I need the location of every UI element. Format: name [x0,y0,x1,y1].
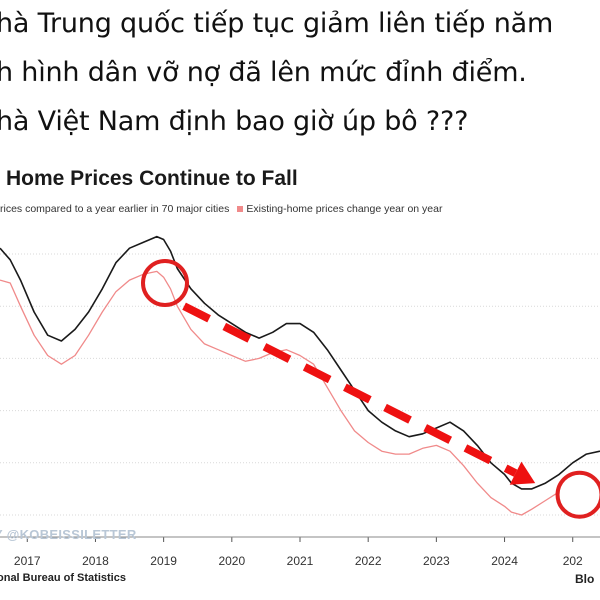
post-caption: hà Trung quốc tiếp tục giảm liên tiếp nă… [0,0,600,160]
series-line-0 [0,235,600,490]
caption-line-2: h hình dân vỡ nợ đã lên mức đỉnh điểm. [0,57,527,88]
x-tick-label-1: 2018 [82,554,109,568]
brand-label: Blo [575,572,595,586]
x-tick-label-5: 2022 [355,554,382,568]
source-label: onal Bureau of Statistics [0,572,126,584]
legend-swatch-existing-home [237,206,244,213]
x-tick-label-3: 2020 [218,554,245,568]
caption-line-3: hà Việt Nam định bao giờ úp bô ??? [0,106,469,137]
highlight-circle-1 [555,470,600,519]
legend-entry-70-cities: rices compared to a year earlier in 70 m… [0,203,230,215]
caption-line-1: hà Trung quốc tiếp tục giảm liên tiếp nă… [0,8,554,39]
x-tick-label-6: 2023 [423,554,450,568]
series-line-1 [0,270,560,516]
x-tick-label-2: 2019 [150,554,177,568]
x-tick-label-7: 2024 [491,554,518,568]
x-tick-label-4: 2021 [287,554,314,568]
chart-legend: rices compared to a year earlier in 70 m… [0,203,442,215]
chart-title: Home Prices Continue to Fall [6,167,298,190]
trend-arrow-head [509,461,536,485]
x-tick-label-0: 2017 [14,554,41,568]
legend-entry-existing-home: Existing-home prices change year on year [246,203,443,215]
x-tick-label-8: 202 [563,554,583,568]
trend-arrow-shaft [182,302,518,477]
watermark: Y @KOBEISSILETTER [0,527,137,542]
highlight-circle-0 [141,259,189,307]
